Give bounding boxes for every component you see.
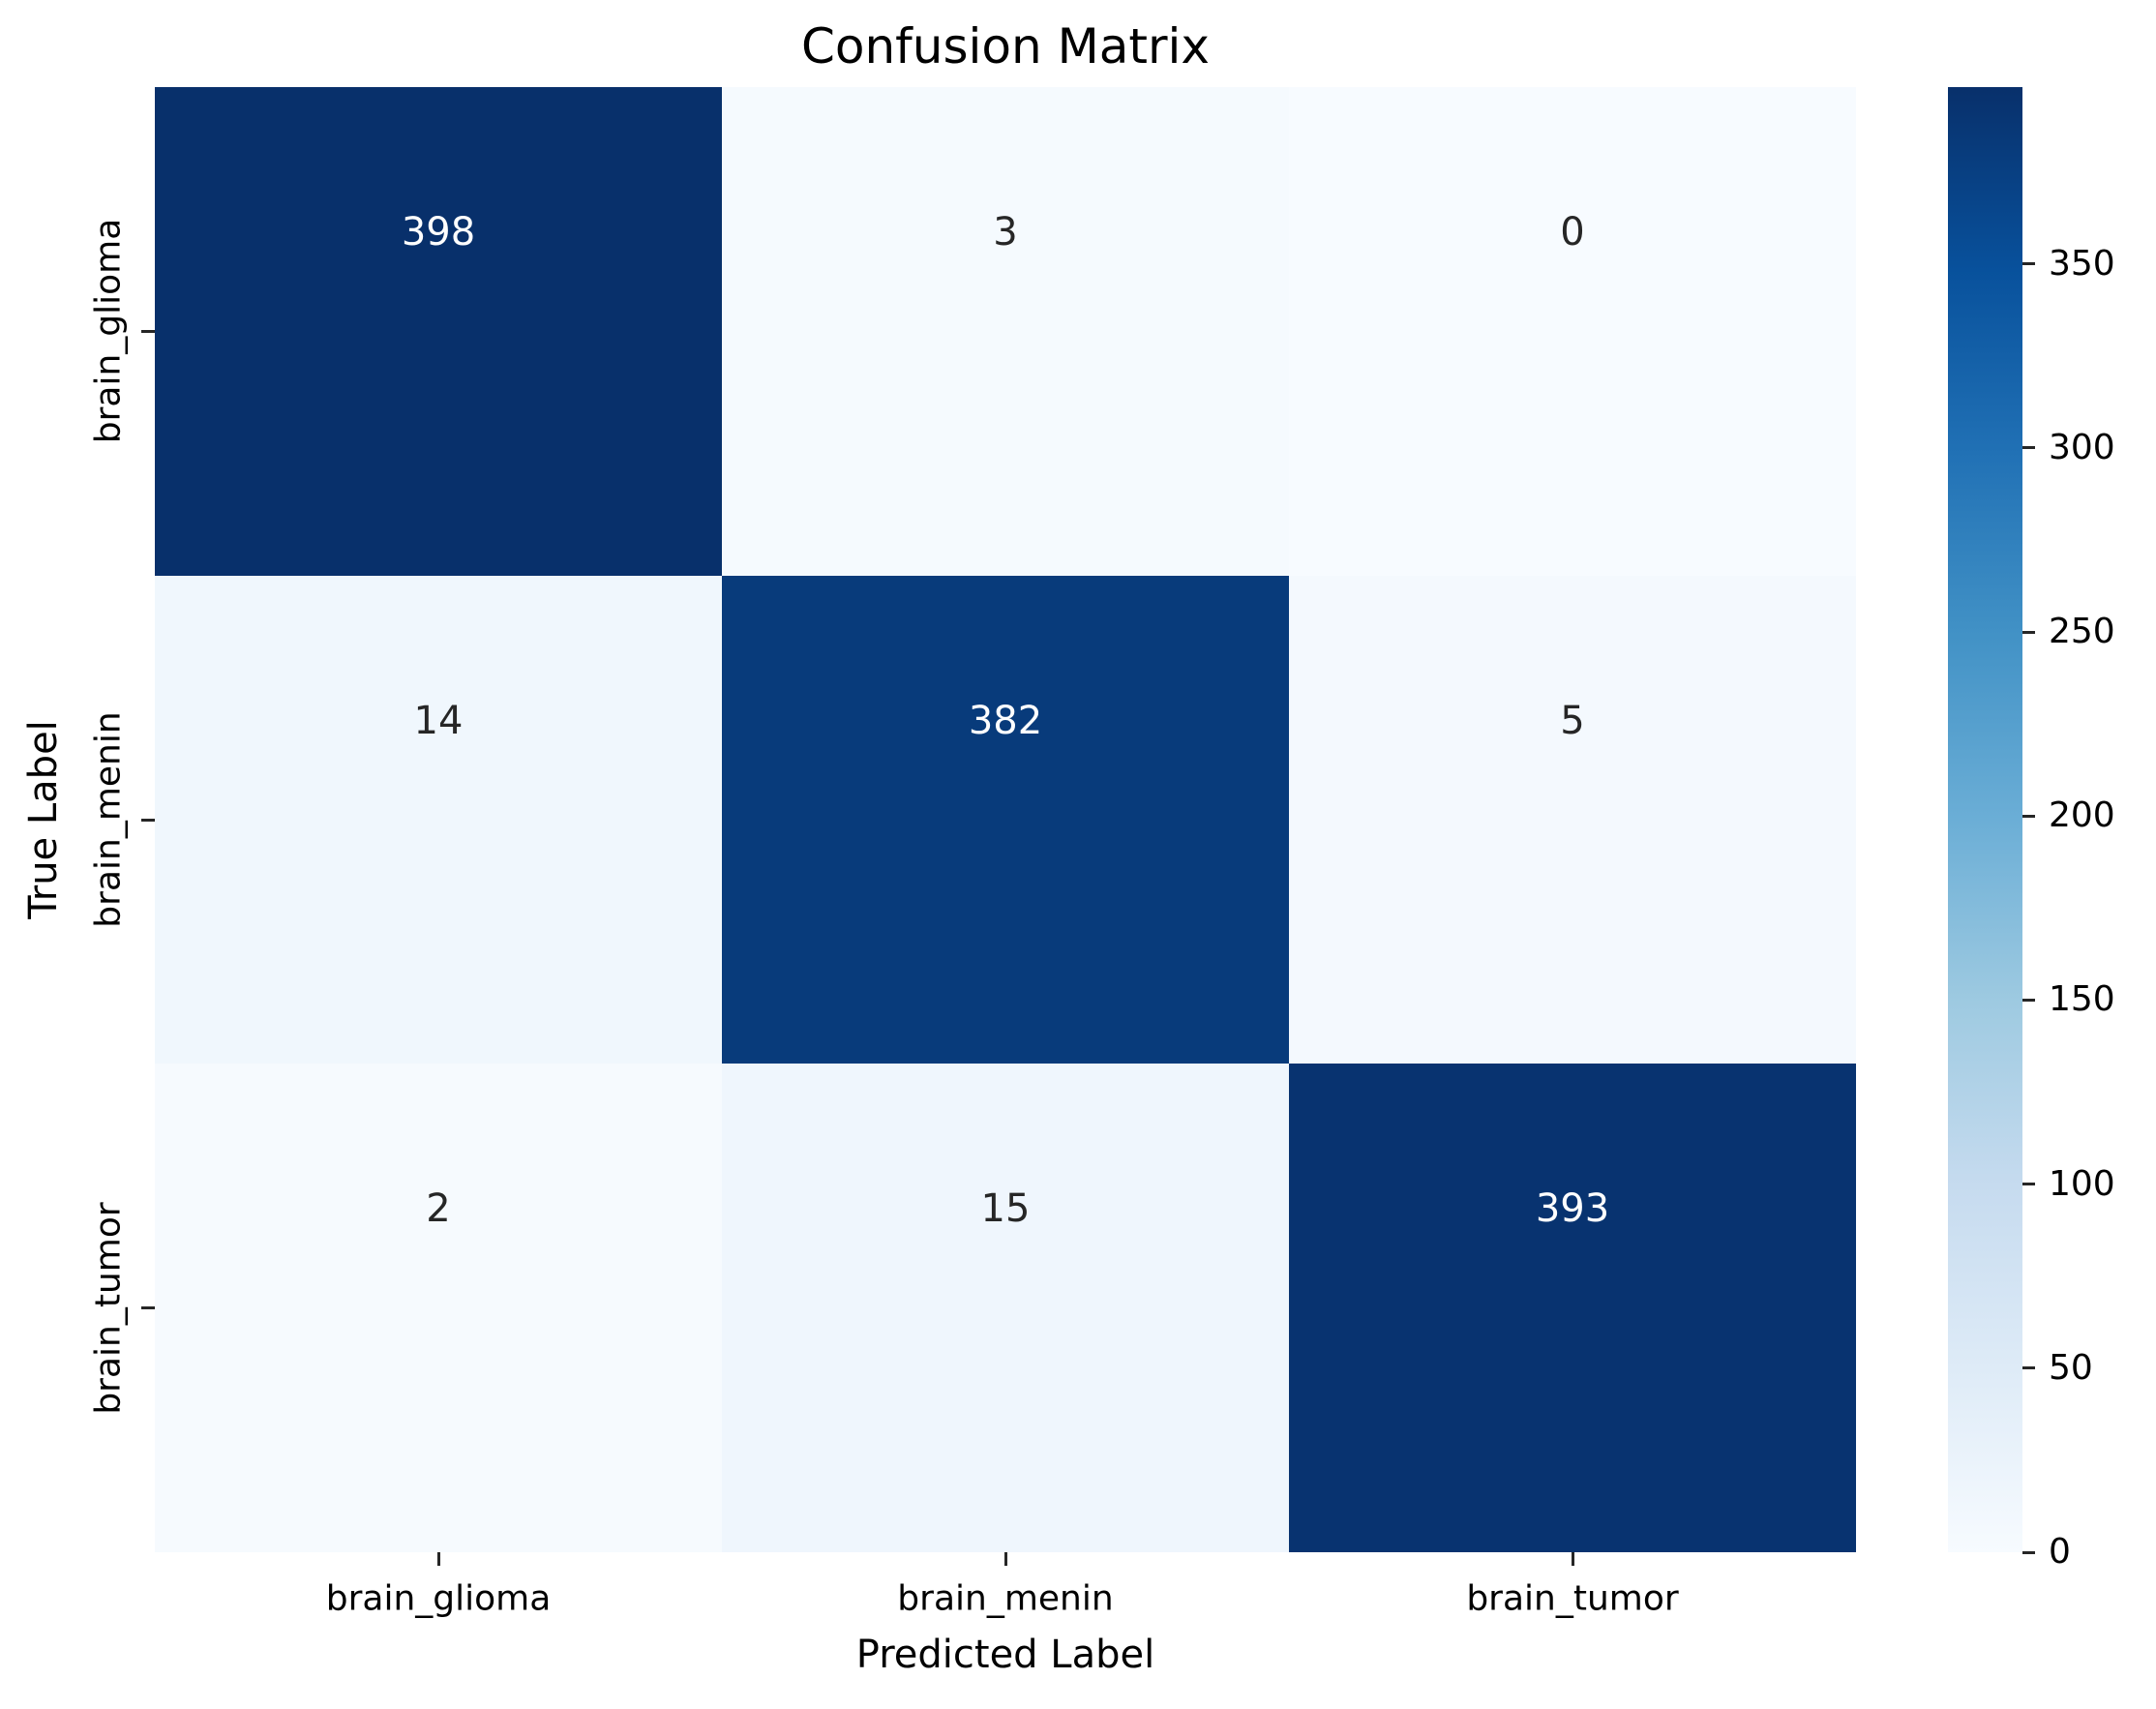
colorbar-tick-mark (2022, 1183, 2035, 1186)
y-axis-label: True Label (21, 720, 66, 919)
colorbar-tick-mark (2022, 446, 2035, 450)
colorbar-tick: 150 (2022, 982, 2115, 1017)
x-axis-label: Predicted Label (855, 1633, 1155, 1677)
colorbar-tick: 350 (2022, 243, 2115, 284)
cell-value: 393 (1535, 1186, 1610, 1232)
cell-value: 2 (426, 1186, 451, 1232)
cell-value: 5 (1560, 698, 1585, 743)
colorbar-tick: 0 (2022, 1535, 2071, 1570)
heatmap-cell-r2c1: 15 (722, 1064, 1289, 1552)
heatmap: 398 3 0 14 382 5 2 15 393 (155, 87, 1856, 1552)
x-tick-label-brain-menin: brain_menin (897, 1578, 1114, 1619)
colorbar-tick-label: 300 (2049, 427, 2115, 467)
x-tick-mark (1572, 1552, 1574, 1566)
colorbar-tick-label: 150 (2049, 979, 2115, 1020)
colorbar-tick: 50 (2022, 1347, 2093, 1388)
y-tick-label-brain-glioma: brain_glioma (88, 218, 129, 444)
heatmap-cell-r0c1: 3 (722, 87, 1289, 576)
colorbar-tick-mark (2022, 998, 2035, 1002)
x-tick-mark (1004, 1552, 1007, 1566)
heatmap-cell-r0c0: 398 (155, 87, 722, 576)
y-tick-label-brain-menin: brain_menin (88, 711, 129, 928)
cell-value: 382 (968, 698, 1043, 743)
colorbar-tick: 200 (2022, 798, 2115, 833)
colorbar-tick-mark (2022, 1366, 2035, 1370)
heatmap-cell-r2c2: 393 (1289, 1064, 1856, 1552)
colorbar-tick-mark (2022, 1550, 2035, 1554)
colorbar-tick-mark (2022, 814, 2035, 818)
colorbar-tick-label: 100 (2049, 1163, 2115, 1204)
colorbar-tick-label: 50 (2049, 1347, 2093, 1388)
y-tick-label-brain-tumor: brain_tumor (88, 1202, 129, 1415)
cell-value: 14 (413, 698, 464, 743)
heatmap-cell-r1c0: 14 (155, 575, 722, 1064)
y-tick-mark (141, 330, 155, 333)
colorbar-tick: 250 (2022, 615, 2115, 649)
x-tick-label-brain-glioma: brain_glioma (325, 1578, 552, 1619)
colorbar-tick-label: 350 (2049, 243, 2115, 284)
chart-title: Confusion Matrix (800, 18, 1211, 75)
heatmap-cell-r2c0: 2 (155, 1064, 722, 1552)
x-tick-label-brain-tumor: brain_tumor (1466, 1578, 1679, 1619)
x-tick-mark (437, 1552, 440, 1566)
cell-value: 398 (401, 210, 476, 255)
cell-value: 0 (1560, 210, 1585, 255)
colorbar-tick-mark (2022, 262, 2035, 266)
colorbar: 0 50 100 150 200 250 300 350 (1948, 87, 2115, 1570)
colorbar-tick-mark (2022, 630, 2035, 634)
heatmap-cell-r1c2: 5 (1289, 575, 1856, 1064)
cell-value: 3 (993, 210, 1018, 255)
colorbar-tick-label: 250 (2049, 612, 2115, 651)
colorbar-tick-label: 200 (2049, 795, 2115, 836)
colorbar-tick: 100 (2022, 1163, 2115, 1204)
heatmap-cell-r1c1: 382 (722, 575, 1289, 1064)
y-tick-mark (141, 819, 155, 822)
heatmap-cell-r0c2: 0 (1289, 87, 1856, 576)
y-tick-mark (141, 1306, 155, 1309)
colorbar-tick: 300 (2022, 427, 2115, 467)
colorbar-tick-label: 0 (2049, 1532, 2071, 1572)
cell-value: 15 (980, 1186, 1031, 1232)
